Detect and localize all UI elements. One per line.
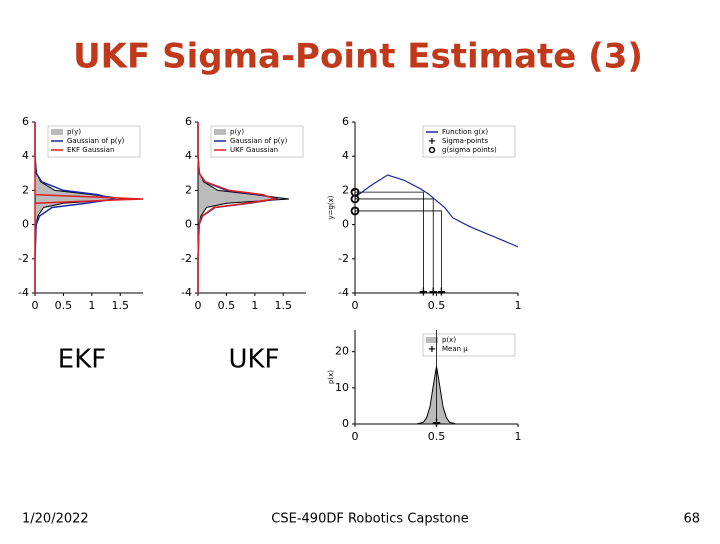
- x-tick-label: 0.5: [218, 299, 236, 312]
- y-tick-label: 6: [185, 115, 192, 128]
- legend-swatch: +: [428, 344, 436, 355]
- x-tick-label: 1.5: [112, 299, 130, 312]
- legend-box: [210, 125, 304, 158]
- y-tick-label: 10: [335, 381, 349, 394]
- legend-label: EKF Gaussian: [67, 146, 114, 154]
- y-tick-label: 0: [185, 218, 192, 231]
- legend-label: Mean μ: [442, 345, 468, 353]
- legend-label: Gaussian of p(y): [67, 137, 125, 145]
- legend-label: Gaussian of p(y): [230, 137, 288, 145]
- projection-line: [355, 210, 442, 293]
- y-tick-label: 20: [335, 345, 349, 358]
- legend-swatch: [51, 129, 63, 135]
- x-tick-label: 0.5: [428, 430, 446, 443]
- projection-line: [355, 191, 424, 293]
- g-sigma-point: [350, 206, 360, 216]
- method-label: EKF: [58, 345, 106, 375]
- y-tick-label: 2: [22, 183, 29, 196]
- legend-label: p(y): [67, 128, 81, 136]
- sigma-point: +: [436, 285, 446, 299]
- slide-title: UKF Sigma-Point Estimate (3): [73, 37, 643, 77]
- y-tick-label: 0: [22, 218, 29, 231]
- y-tick-label: 0: [342, 417, 349, 430]
- footer-course: CSE-490DF Robotics Capstone: [271, 512, 468, 527]
- y-tick-label: 2: [185, 183, 192, 196]
- y-tick-label: 6: [22, 115, 29, 128]
- x-tick-label: 1: [88, 299, 95, 312]
- sigma-point: +: [418, 285, 428, 299]
- legend-label: UKF Gaussian: [230, 146, 278, 154]
- legend-swatch: [426, 337, 438, 343]
- legend-box: [47, 125, 141, 158]
- y-tick-label: 6: [342, 115, 349, 128]
- y-tick-label: -2: [338, 252, 349, 265]
- legend-swatch: [428, 146, 436, 154]
- y-tick-label: -2: [18, 252, 29, 265]
- y-axis-label: y=g(x): [327, 195, 335, 219]
- y-tick-label: -2: [181, 252, 192, 265]
- legend-swatch: [214, 129, 226, 135]
- footer-page: 68: [683, 512, 700, 527]
- x-tick-label: 1: [515, 299, 522, 312]
- y-tick-label: -4: [338, 286, 349, 299]
- x-tick-label: 0: [352, 299, 359, 312]
- y-axis-label: p(x): [327, 370, 335, 384]
- y-tick-label: -4: [181, 286, 192, 299]
- legend-label: p(y): [230, 128, 244, 136]
- y-tick-label: 4: [22, 149, 29, 162]
- x-tick-label: 0.5: [428, 299, 446, 312]
- legend-label: Sigma-points: [442, 137, 488, 145]
- legend-label: p(x): [442, 336, 456, 344]
- legend-label: g(sigma points): [442, 146, 497, 154]
- legend-box: [422, 125, 516, 158]
- g-sigma-point: [350, 194, 360, 204]
- x-tick-label: 1.5: [275, 299, 293, 312]
- y-tick-label: 4: [185, 149, 192, 162]
- sigma-point: +: [428, 285, 438, 299]
- x-tick-label: 1: [515, 430, 522, 443]
- y-tick-label: 4: [342, 149, 349, 162]
- function-line: [354, 174, 519, 248]
- mean-marker: +: [431, 416, 441, 430]
- density-line: [197, 122, 278, 293]
- method-label: UKF: [228, 345, 279, 375]
- y-tick-label: 0: [342, 218, 349, 231]
- y-tick-label: -4: [18, 286, 29, 299]
- density-line: [34, 122, 115, 293]
- y-tick-label: 2: [342, 183, 349, 196]
- x-tick-label: 0: [32, 299, 39, 312]
- footer-date: 1/20/2022: [22, 512, 89, 527]
- density-line: [34, 122, 144, 293]
- x-tick-label: 1: [251, 299, 258, 312]
- x-tick-label: 0: [195, 299, 202, 312]
- projection-line: [355, 198, 434, 293]
- legend-swatch: +: [428, 136, 436, 147]
- legend-box: [422, 333, 516, 357]
- x-tick-label: 0: [352, 430, 359, 443]
- legend-label: Function g(x): [442, 128, 488, 136]
- x-tick-label: 0.5: [55, 299, 73, 312]
